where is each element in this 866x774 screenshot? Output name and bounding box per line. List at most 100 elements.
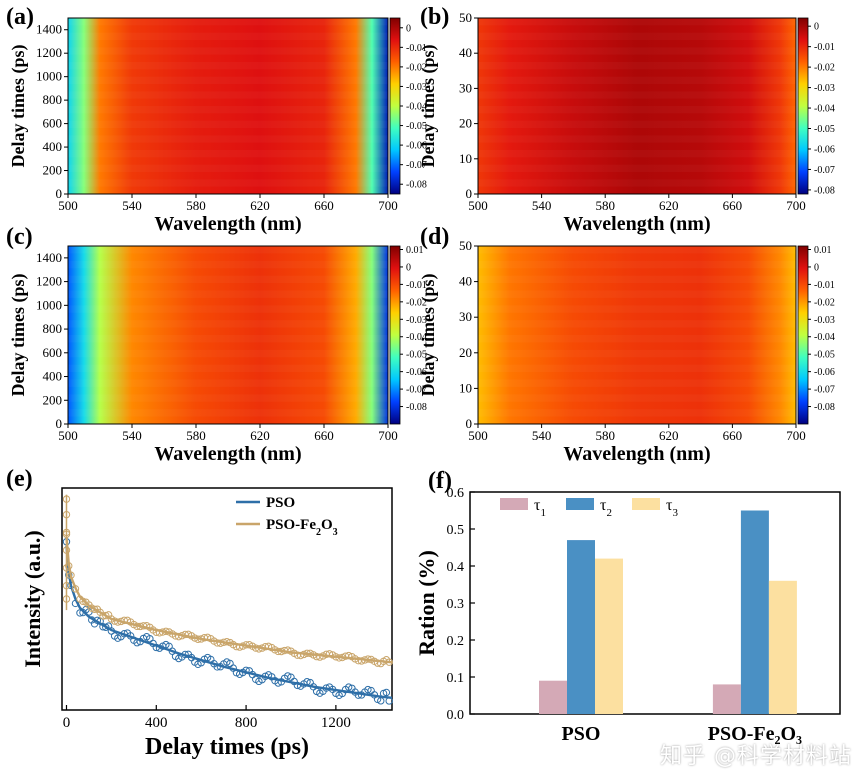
x-tick-label: 700 (378, 198, 398, 213)
heatmap-panel: 500 540 580 620 660 700 0 200 400 600 800 1000 1200 1… (6, 224, 427, 465)
bar (539, 680, 567, 714)
x-tick-label: 580 (186, 198, 206, 213)
heatmap-surface (68, 246, 388, 424)
x-tick-label: 500 (468, 198, 488, 213)
y-tick-label: 0 (56, 416, 63, 431)
heatmap-band (68, 305, 388, 312)
heatmap-band (478, 261, 796, 268)
colorbar-tick-label: -0.02 (406, 297, 427, 308)
heatmap-band (68, 335, 388, 342)
data-point (62, 546, 71, 554)
heatmap-band (478, 305, 796, 312)
heatmap-band (478, 394, 796, 401)
colorbar-tick-label: -0.07 (406, 385, 427, 396)
y-tick-label: 200 (43, 392, 63, 407)
plot-frame (477, 17, 797, 195)
data-point (76, 609, 84, 617)
y-tick-label: 10 (459, 151, 472, 166)
heatmap-panel: 500 540 580 620 660 700 0 10 20 30 40 50 Wavelength … (418, 4, 835, 235)
heatmap-band (68, 106, 388, 113)
bar (595, 558, 623, 714)
x-tick-label: 580 (595, 198, 615, 213)
panel-label: (a) (6, 4, 34, 30)
y-tick-label: 400 (43, 369, 63, 384)
heatmap-surface (68, 18, 388, 194)
y-axis-label: Intensity (a.u.) (20, 530, 45, 668)
heatmap-band (68, 121, 388, 128)
heatmap-band (68, 150, 388, 157)
heatmap-band (68, 77, 388, 84)
data-point (62, 564, 71, 572)
heatmap-band (478, 121, 796, 128)
x-tick-label: 660 (723, 198, 743, 213)
y-axis-label: Ration (%) (414, 550, 439, 656)
heatmap-band (478, 135, 796, 142)
heatmap-band (68, 365, 388, 372)
x-tick-label: 540 (532, 198, 552, 213)
y-tick-label: 0 (56, 186, 63, 201)
y-tick-label: 50 (459, 10, 472, 25)
colorbar-tick-label: -0.06 (406, 367, 427, 378)
data-point (62, 581, 71, 590)
heatmap-band (68, 409, 388, 416)
heatmap-panel: 500 540 580 620 660 700 0 200 400 600 800 1000 1200 1… (6, 4, 427, 235)
y-tick-label: 40 (459, 274, 472, 289)
x-tick-label: 620 (659, 428, 679, 443)
x-tick-label: 400 (145, 715, 168, 731)
colorbar-tick-label: -0.03 (406, 315, 427, 326)
bar (712, 684, 741, 714)
watermark: 知乎 @科学材料站 (660, 744, 852, 769)
y-tick-label: 0.6 (447, 486, 465, 501)
colorbar-tick-label: -0.06 (814, 367, 835, 378)
x-tick-label: 800 (235, 715, 258, 731)
data-point (316, 653, 324, 661)
colorbar-tick-label: -0.04 (814, 332, 835, 343)
colorbar-tick-label: -0.06 (406, 141, 427, 152)
colorbar-tick-label: -0.03 (814, 315, 835, 326)
y-tick-label: 10 (459, 380, 472, 395)
y-tick-label: 0 (466, 416, 473, 431)
data-point (284, 672, 292, 680)
x-axis-label: Wavelength (nm) (563, 443, 710, 465)
y-tick-label: 0.5 (447, 523, 465, 538)
heatmap-band (478, 179, 796, 186)
y-tick-label: 400 (43, 139, 63, 154)
y-tick-label: 1000 (36, 69, 62, 84)
heatmap-band (68, 33, 388, 40)
heatmap-band (68, 179, 388, 186)
panel-label: (b) (420, 4, 449, 30)
colorbar-tick-label: 0.01 (814, 245, 832, 256)
y-tick-label: 1200 (36, 274, 62, 289)
x-tick-label: 620 (250, 428, 270, 443)
colorbar-tick-label: 0 (814, 22, 819, 33)
y-tick-label: 50 (459, 238, 472, 253)
heatmap-band (478, 335, 796, 342)
bar-panel: PSO PSO-Fe₂O₃ 0.0 0.1 0.2 0.3 0.4 0.5 0.6 Ration … (414, 468, 841, 745)
colorbar (389, 245, 401, 425)
colorbar-tick-label: 0 (406, 262, 411, 273)
data-point (90, 605, 99, 613)
y-tick-label: 40 (459, 45, 472, 60)
x-tick-label: 620 (659, 198, 679, 213)
y-tick-label: 30 (459, 80, 472, 95)
bar (740, 510, 769, 714)
plot-frame (61, 487, 393, 711)
colorbar-tick-label: -0.08 (406, 402, 427, 413)
colorbar-tick-label: -0.05 (406, 121, 427, 132)
legend-swatch (566, 498, 594, 510)
heatmap-surface (478, 246, 796, 424)
colorbar-tick-label: -0.01 (814, 42, 835, 53)
colorbar-tick-label: -0.07 (406, 160, 427, 171)
heatmap-band (68, 91, 388, 98)
x-tick-label: 500 (58, 198, 78, 213)
legend-label: τ3 (666, 497, 678, 519)
colorbar-tick-label: -0.07 (814, 385, 835, 396)
x-tick-label: 700 (786, 198, 806, 213)
x-tick-label: 700 (378, 428, 398, 443)
colorbar (797, 17, 809, 195)
legend-label: τ1 (534, 497, 546, 519)
heatmap-band (478, 106, 796, 113)
y-tick-label: 1400 (36, 22, 62, 37)
colorbar (797, 245, 809, 425)
